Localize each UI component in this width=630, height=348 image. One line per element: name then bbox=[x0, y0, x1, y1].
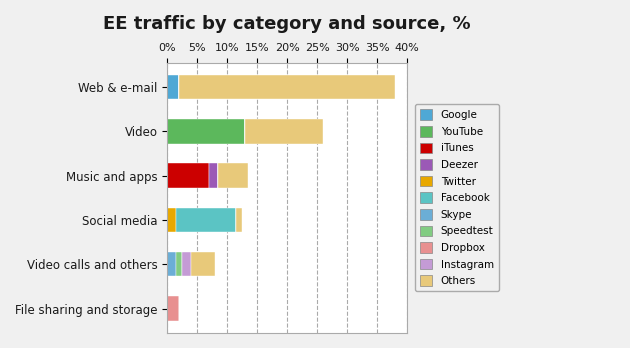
Bar bbox=[167, 119, 245, 144]
Bar bbox=[167, 296, 179, 321]
Legend: Google, YouTube, iTunes, Deezer, Twitter, Facebook, Skype, Speedtest, Dropbox, I: Google, YouTube, iTunes, Deezer, Twitter… bbox=[415, 104, 499, 291]
Bar bbox=[167, 164, 209, 188]
Bar bbox=[167, 75, 179, 99]
Bar bbox=[192, 252, 215, 276]
Bar bbox=[176, 252, 182, 276]
Bar bbox=[167, 252, 176, 276]
Title: EE traffic by category and source, %: EE traffic by category and source, % bbox=[103, 15, 471, 33]
Bar bbox=[176, 208, 236, 232]
Bar bbox=[236, 208, 242, 232]
Bar bbox=[167, 208, 176, 232]
Bar bbox=[179, 75, 395, 99]
Bar bbox=[218, 164, 248, 188]
Bar bbox=[209, 164, 218, 188]
Bar bbox=[245, 119, 323, 144]
Bar bbox=[182, 252, 192, 276]
